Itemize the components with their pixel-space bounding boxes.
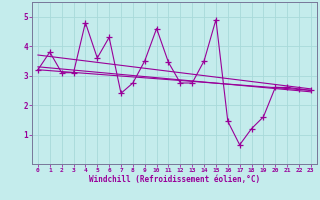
X-axis label: Windchill (Refroidissement éolien,°C): Windchill (Refroidissement éolien,°C): [89, 175, 260, 184]
